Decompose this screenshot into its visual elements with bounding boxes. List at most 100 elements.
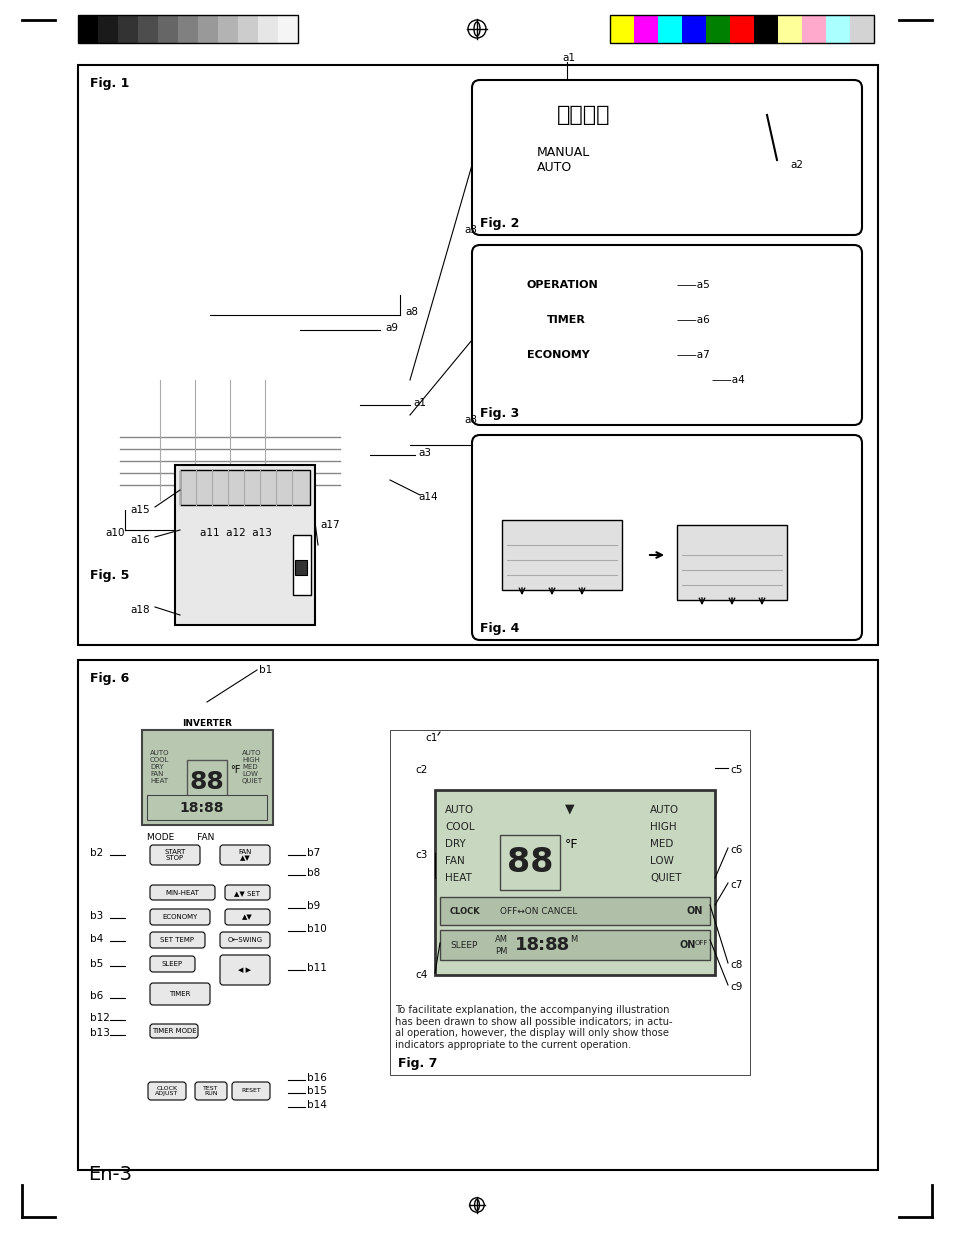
Text: ——a6: ——a6	[677, 315, 710, 325]
FancyBboxPatch shape	[194, 1082, 227, 1100]
Text: CLOCK
ADJUST: CLOCK ADJUST	[155, 1086, 178, 1097]
Bar	[658, 15, 681, 43]
Text: OFF↔ON CANCEL: OFF↔ON CANCEL	[499, 906, 577, 915]
Text: b4: b4	[90, 934, 103, 944]
Bar	[78, 659, 877, 1170]
Bar	[390, 730, 749, 1074]
Text: c7: c7	[729, 881, 741, 890]
Text: b13: b13	[90, 1028, 110, 1037]
Text: c8: c8	[729, 960, 741, 969]
Bar	[499, 835, 559, 890]
Text: b16: b16	[307, 1073, 327, 1083]
Text: a2: a2	[789, 161, 802, 170]
Text: a17: a17	[319, 520, 339, 530]
Text: TEST
RUN: TEST RUN	[203, 1086, 218, 1097]
Bar	[98, 15, 118, 43]
Text: ECONOMY: ECONOMY	[526, 350, 589, 359]
Bar	[158, 15, 178, 43]
Text: c4: c4	[415, 969, 427, 981]
Bar	[277, 15, 297, 43]
Text: RESET: RESET	[241, 1088, 260, 1093]
Text: AUTO: AUTO	[649, 805, 679, 815]
Bar	[180, 471, 310, 505]
Text: AM: AM	[495, 935, 507, 945]
Text: Fig. 3: Fig. 3	[479, 406, 518, 420]
Bar	[849, 15, 873, 43]
FancyBboxPatch shape	[645, 347, 669, 363]
Text: En-3: En-3	[88, 1166, 132, 1184]
Bar	[681, 15, 705, 43]
Text: 強制自動: 強制自動	[557, 105, 610, 125]
Bar	[705, 15, 729, 43]
Text: a10: a10	[105, 529, 125, 538]
Text: 88: 88	[190, 769, 224, 794]
Text: START
STOP: START STOP	[164, 848, 186, 862]
Text: DRY: DRY	[444, 839, 465, 848]
Text: c2: c2	[415, 764, 427, 776]
Text: b3: b3	[90, 911, 103, 921]
Text: M: M	[569, 935, 577, 945]
Text: MANUAL
AUTO: MANUAL AUTO	[537, 146, 590, 174]
Bar	[753, 15, 778, 43]
Circle shape	[183, 613, 196, 627]
Text: CLOCK: CLOCK	[450, 906, 480, 915]
Text: a9: a9	[385, 324, 397, 333]
Text: ▲▼: ▲▼	[241, 914, 253, 920]
FancyBboxPatch shape	[108, 343, 401, 508]
Text: TIMER: TIMER	[169, 990, 191, 997]
Text: 88: 88	[506, 846, 553, 878]
Text: b14: b14	[307, 1100, 327, 1110]
Text: c3: c3	[415, 850, 427, 860]
Bar	[257, 15, 277, 43]
Text: 18:88: 18:88	[179, 802, 224, 815]
Text: °F: °F	[230, 764, 240, 776]
Text: FAN
▲▼: FAN ▲▼	[238, 848, 252, 862]
FancyBboxPatch shape	[472, 245, 862, 425]
Text: b8: b8	[307, 868, 320, 878]
Bar	[609, 15, 634, 43]
Text: c6: c6	[729, 845, 741, 855]
Text: ——a7: ——a7	[677, 350, 710, 359]
Text: Fig. 7: Fig. 7	[397, 1056, 436, 1070]
Circle shape	[677, 882, 692, 898]
Text: 88: 88	[544, 936, 570, 953]
Text: a3: a3	[463, 225, 476, 235]
Text: SLEEP: SLEEP	[161, 961, 182, 967]
Bar	[198, 15, 218, 43]
FancyBboxPatch shape	[635, 358, 703, 408]
Text: FAN: FAN	[444, 856, 464, 866]
Bar	[187, 760, 227, 805]
Bar	[439, 930, 709, 960]
FancyBboxPatch shape	[150, 909, 210, 925]
FancyBboxPatch shape	[220, 932, 270, 948]
Bar	[138, 15, 158, 43]
Text: b7: b7	[307, 848, 320, 858]
Text: a11  a12  a13: a11 a12 a13	[200, 529, 272, 538]
Text: :: :	[537, 936, 544, 953]
Text: b9: b9	[307, 902, 320, 911]
Bar	[435, 790, 714, 974]
Bar	[174, 466, 314, 625]
Bar	[825, 15, 849, 43]
Text: b15: b15	[307, 1086, 327, 1095]
Text: b2: b2	[90, 848, 103, 858]
Text: SLEEP: SLEEP	[450, 941, 476, 950]
FancyBboxPatch shape	[220, 845, 270, 864]
Text: a14: a14	[417, 492, 437, 501]
Text: c5: c5	[729, 764, 741, 776]
Bar	[778, 15, 801, 43]
Bar	[78, 15, 98, 43]
Text: a1: a1	[413, 398, 426, 408]
Text: ▲▼ SET: ▲▼ SET	[233, 890, 260, 897]
Text: ——a5: ——a5	[677, 280, 710, 290]
Text: a18: a18	[130, 605, 150, 615]
Text: Fig. 1: Fig. 1	[90, 77, 130, 89]
Text: TIMER MODE: TIMER MODE	[152, 1028, 196, 1034]
Text: LOW: LOW	[649, 856, 673, 866]
Bar	[609, 15, 873, 43]
FancyBboxPatch shape	[150, 845, 200, 864]
Bar	[634, 15, 658, 43]
Bar	[178, 15, 198, 43]
Bar	[801, 15, 825, 43]
FancyBboxPatch shape	[150, 932, 205, 948]
